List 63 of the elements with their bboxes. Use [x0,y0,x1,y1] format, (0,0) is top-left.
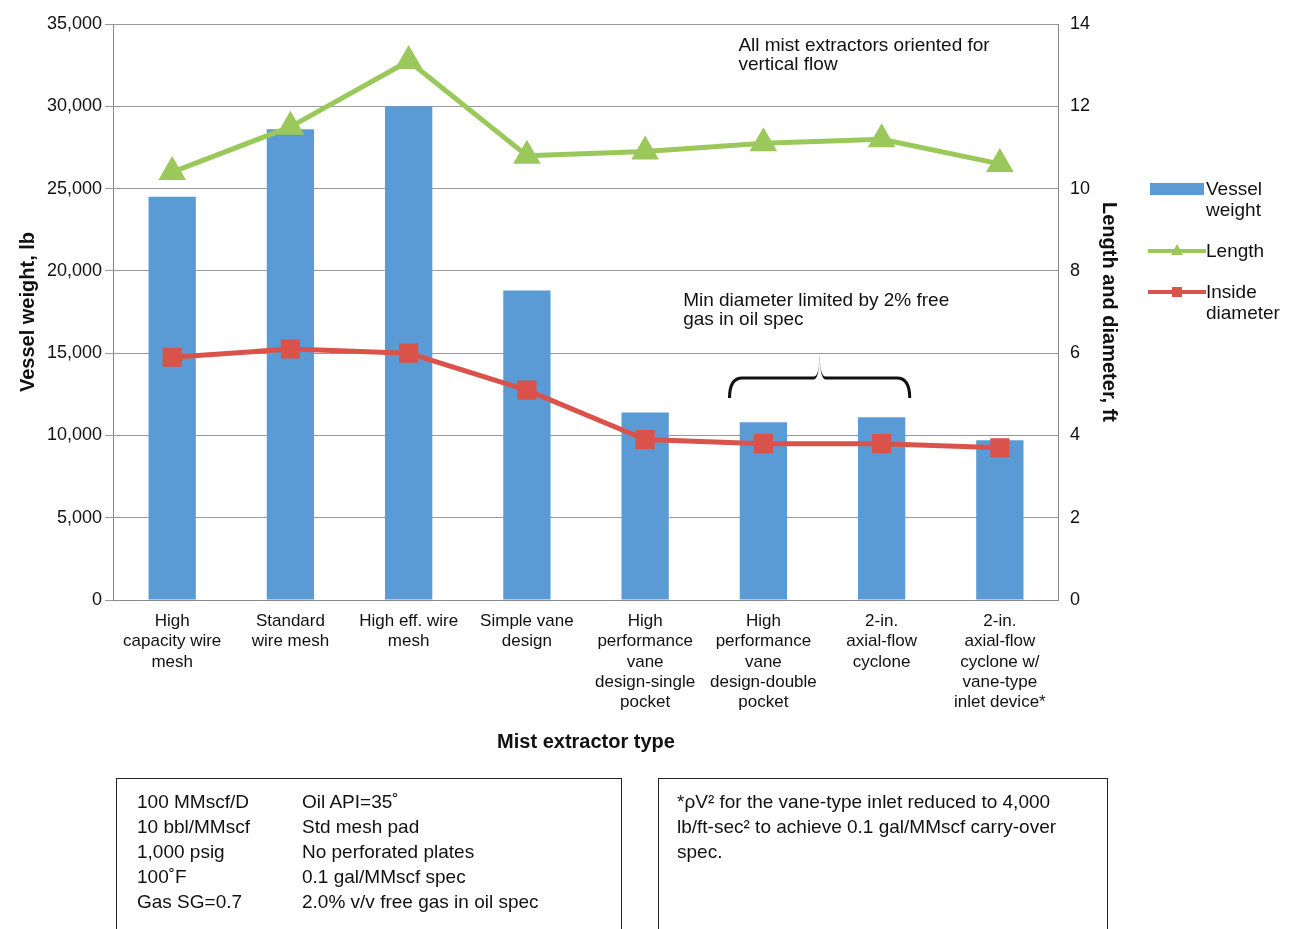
y-tick-label: 30,000 [46,95,103,116]
y2-axis-title: Length and diameter, ft [1099,201,1122,423]
x-tick-label: High capacity wire mesh [123,610,222,671]
text: No perforated plates [301,840,476,864]
y2-tick-label: 10 [1069,177,1091,198]
text: 100 MMscf/D [137,790,250,814]
text: 0.1 gal/MMscf spec [301,865,467,889]
text: Gas SG=0.7 [137,890,244,914]
bar [503,290,551,600]
point [990,438,1010,458]
y-tick-label: 0 [92,588,103,609]
x-tick-label: 2-in. axial-flow cyclone w/ vane-type inlet device* [954,610,1047,712]
bar [148,196,196,600]
bar [266,129,315,600]
y2-tick-label: 0 [1069,588,1080,609]
legend-label: Vessel weight [1206,178,1263,220]
annotation: All mist extractors oriented for vertical flow [738,34,991,75]
y2-tick-label: 8 [1069,259,1080,280]
y-tick-label: 5,000 [57,506,103,527]
y-tick-label: 20,000 [46,259,103,280]
x-tick-label: 2-in. axial-flow cyclone [846,610,918,671]
y-tick-label: 15,000 [46,342,103,363]
point [158,156,186,181]
x-tick-label: High eff. wire mesh [359,610,459,651]
y-axis-title: Vessel weight, lb [15,231,38,393]
text: 1,000 psig [137,840,226,864]
text: *ρV² for the vane-type inlet reduced to 4,000 lb/ft-sec² to achieve 0.1 gal/MMscf carry-over spec. [677,790,1058,864]
point [162,347,182,367]
point [867,123,896,148]
point [280,339,300,359]
bar [621,412,669,600]
x-tick-label: Simple vane design [480,610,574,651]
bar [739,422,788,600]
point [872,434,892,454]
legend-label: Inside diameter [1206,281,1281,323]
x-axis-title: Mist extractor type [497,729,675,752]
point [753,434,773,454]
y-tick-label: 35,000 [46,12,103,33]
y-tick-label: 25,000 [46,177,103,198]
y2-tick-label: 14 [1069,12,1091,33]
text: Oil API=35˚ [301,790,400,814]
point [517,380,537,400]
y2-tick-label: 4 [1069,424,1080,445]
annotation: Min diameter limited by 2% free gas in oil spec [683,289,950,330]
text: 100˚F [137,865,188,889]
y2-tick-label: 2 [1069,506,1080,527]
y-tick-label: 10,000 [46,424,103,445]
y2-tick-label: 6 [1069,342,1080,363]
x-tick-label: High performance vane design-single pocket [595,610,696,712]
x-tick-label: Standard wire mesh [250,610,330,651]
y2-tick-label: 12 [1069,95,1091,116]
x-tick-label: High performance vane design-double pocket [709,610,817,712]
legend-label: Length [1206,240,1266,261]
bar [385,106,433,600]
point [749,127,778,152]
bar [976,440,1024,600]
text: 2.0% v/v free gas in oil spec [301,890,539,914]
bar [857,417,906,600]
point [635,429,655,450]
text: Std mesh pad [301,815,421,839]
text: 10 bbl/MMscf [137,815,250,839]
point [399,343,419,363]
point [396,45,423,70]
